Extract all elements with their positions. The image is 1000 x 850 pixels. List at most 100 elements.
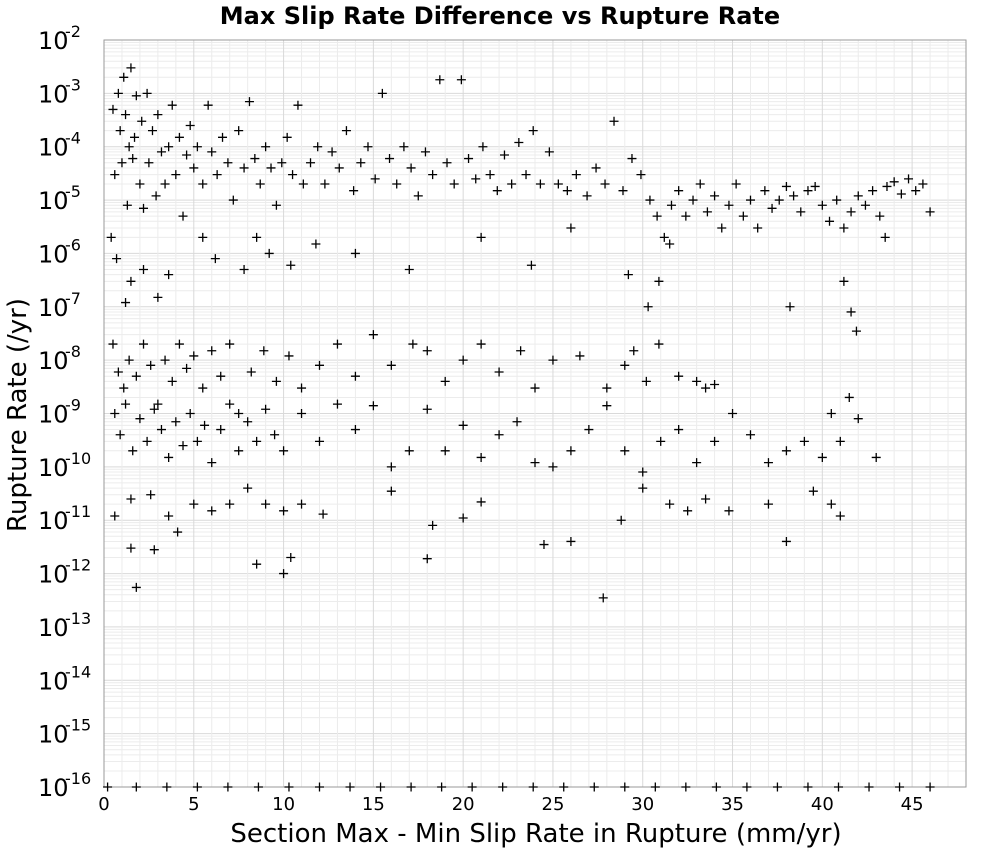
data-point: [131, 371, 141, 381]
y-tick-exponent: -3: [65, 75, 81, 94]
data-point: [306, 158, 316, 168]
data-point: [144, 158, 154, 168]
data-point: [656, 436, 666, 446]
y-tick-label: 10-7: [38, 289, 81, 322]
data-point: [218, 132, 228, 142]
data-point: [106, 232, 116, 242]
data-point: [266, 163, 276, 173]
data-point: [724, 506, 734, 516]
data-point: [654, 339, 664, 349]
data-point: [182, 150, 192, 160]
data-point: [476, 232, 486, 242]
data-point: [174, 339, 184, 349]
data-point: [846, 307, 856, 317]
data-point: [207, 506, 217, 516]
data-point: [559, 782, 569, 792]
data-point: [602, 401, 612, 411]
data-point: [724, 200, 734, 210]
data-point: [753, 223, 763, 233]
data-point: [139, 264, 149, 274]
data-point: [844, 392, 854, 402]
data-point: [192, 436, 202, 446]
data-point: [341, 126, 351, 136]
data-point: [406, 163, 416, 173]
data-point: [198, 179, 208, 189]
data-point: [895, 782, 905, 792]
data-point: [710, 379, 720, 389]
data-point: [261, 404, 271, 414]
data-point: [363, 142, 373, 152]
data-point: [198, 383, 208, 393]
data-point: [638, 467, 648, 477]
data-point: [297, 499, 307, 509]
x-tick-label: 0: [98, 794, 109, 815]
y-tick-base: 10: [38, 134, 69, 162]
data-point: [246, 367, 256, 377]
data-point: [404, 264, 414, 274]
data-point: [270, 430, 280, 440]
y-tick-label: 10-11: [38, 502, 91, 535]
data-point: [288, 170, 298, 180]
data-point: [192, 142, 202, 152]
data-point: [692, 458, 702, 468]
y-tick-base: 10: [38, 454, 69, 482]
x-tick-label: 15: [362, 794, 385, 815]
y-tick-exponent: -13: [65, 609, 91, 628]
data-point: [164, 270, 174, 280]
data-point: [413, 191, 423, 201]
data-point: [521, 170, 531, 180]
y-tick-label: 10-12: [38, 556, 91, 589]
data-point: [327, 147, 337, 157]
data-point: [103, 782, 113, 792]
data-point: [131, 582, 141, 592]
data-point: [124, 355, 134, 365]
y-tick-exponent: -16: [65, 769, 91, 788]
data-point: [548, 355, 558, 365]
data-point: [198, 232, 208, 242]
data-point: [119, 383, 129, 393]
data-point: [223, 782, 233, 792]
data-point: [659, 232, 669, 242]
data-point: [279, 569, 289, 579]
data-point: [225, 499, 235, 509]
data-point: [476, 452, 486, 462]
data-point: [271, 376, 281, 386]
data-point: [772, 782, 782, 792]
data-point: [386, 360, 396, 370]
data-point: [422, 554, 432, 564]
data-point: [113, 88, 123, 98]
data-point: [345, 782, 355, 792]
data-point: [710, 191, 720, 201]
y-tick-label: 10-3: [38, 75, 81, 108]
x-tick-label: 30: [631, 794, 654, 815]
data-point: [851, 326, 861, 336]
data-point: [817, 452, 827, 462]
y-tick-base: 10: [38, 294, 69, 322]
y-tick-base: 10: [38, 721, 69, 749]
data-point: [126, 543, 136, 553]
data-point: [271, 200, 281, 210]
y-tick-base: 10: [38, 507, 69, 535]
chart-title: Max Slip Rate Difference vs Rupture Rate: [220, 2, 780, 30]
data-point: [702, 207, 712, 217]
data-point: [139, 203, 149, 213]
data-point: [203, 100, 213, 110]
data-point: [499, 150, 509, 160]
data-point: [171, 170, 181, 180]
y-tick-exponent: -9: [65, 396, 81, 415]
data-point: [665, 499, 675, 509]
data-point: [442, 158, 452, 168]
data-point: [216, 371, 226, 381]
y-tick-label: 10-2: [38, 22, 81, 55]
y-tick-exponent: -15: [65, 716, 91, 735]
data-point: [239, 264, 249, 274]
data-point: [566, 446, 576, 456]
data-point: [435, 75, 445, 85]
x-tick-label: 40: [811, 794, 834, 815]
data-point: [207, 346, 217, 356]
data-point: [189, 499, 199, 509]
data-point: [746, 430, 755, 440]
data-point: [584, 425, 594, 435]
data-point: [767, 203, 777, 213]
data-point: [408, 339, 418, 349]
